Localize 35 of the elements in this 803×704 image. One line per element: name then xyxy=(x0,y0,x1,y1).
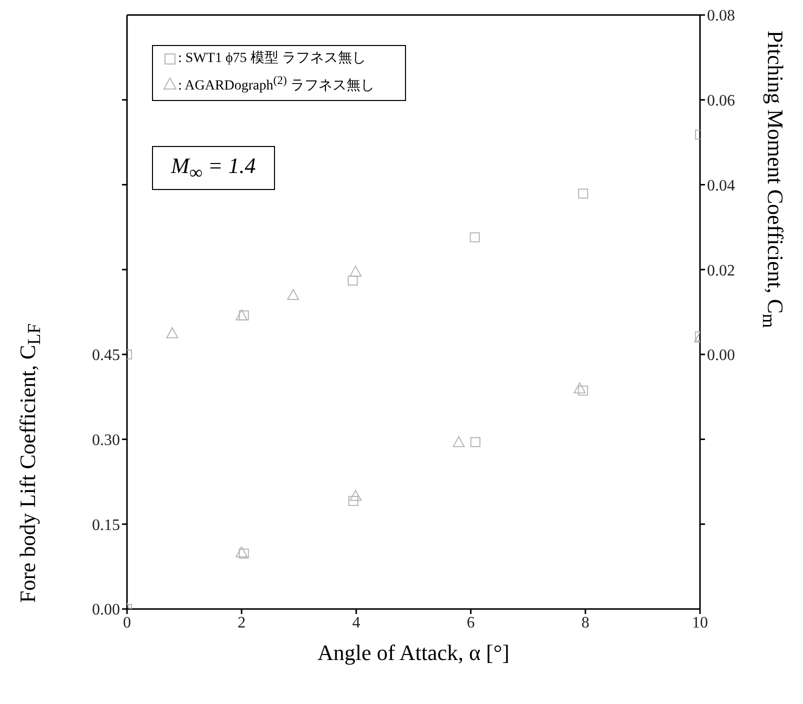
point xyxy=(452,436,465,448)
point xyxy=(578,386,588,396)
legend-label: : SWT1 ϕ75 模型 ラフネス無し xyxy=(178,50,366,68)
point xyxy=(236,309,248,320)
point xyxy=(238,548,249,559)
x-tick-label: 4 xyxy=(352,614,360,632)
y2-tick-label: 0.02 xyxy=(707,262,735,280)
legend-label: : AGARDograph$^{(2)}$ ラフネス無し xyxy=(178,73,374,96)
y-tick-label: 0.45 xyxy=(92,347,120,364)
x-axis-title: Angle of Attack, α [°] xyxy=(316,640,510,666)
y-tick-label: 0.30 xyxy=(92,432,120,449)
y-tick-label: 0.15 xyxy=(92,516,120,534)
point xyxy=(350,490,362,501)
x-tick-label: 8 xyxy=(581,614,590,632)
point xyxy=(470,232,480,242)
annotation: M$_{∞}$ = 1.4 xyxy=(152,146,275,190)
y2-tick-label: 0.04 xyxy=(707,177,735,194)
point xyxy=(348,496,358,506)
x-tick-label: 0 xyxy=(123,614,131,632)
y2-tick-label: 0.00 xyxy=(707,347,735,364)
point xyxy=(236,546,248,558)
y2-tick-label: 0.08 xyxy=(707,8,735,25)
point xyxy=(578,188,588,199)
point xyxy=(287,289,300,300)
x-tick-label: 2 xyxy=(238,614,246,632)
point xyxy=(348,276,358,286)
x-tick-label: 6 xyxy=(466,614,475,632)
x-tick-label: 10 xyxy=(692,614,708,632)
y2-tick-label: 0.06 xyxy=(707,92,735,110)
point xyxy=(350,266,362,277)
point xyxy=(166,327,178,338)
point xyxy=(574,382,586,394)
point xyxy=(238,310,249,320)
y-tick-label: 0.00 xyxy=(92,602,120,619)
point xyxy=(470,437,480,448)
